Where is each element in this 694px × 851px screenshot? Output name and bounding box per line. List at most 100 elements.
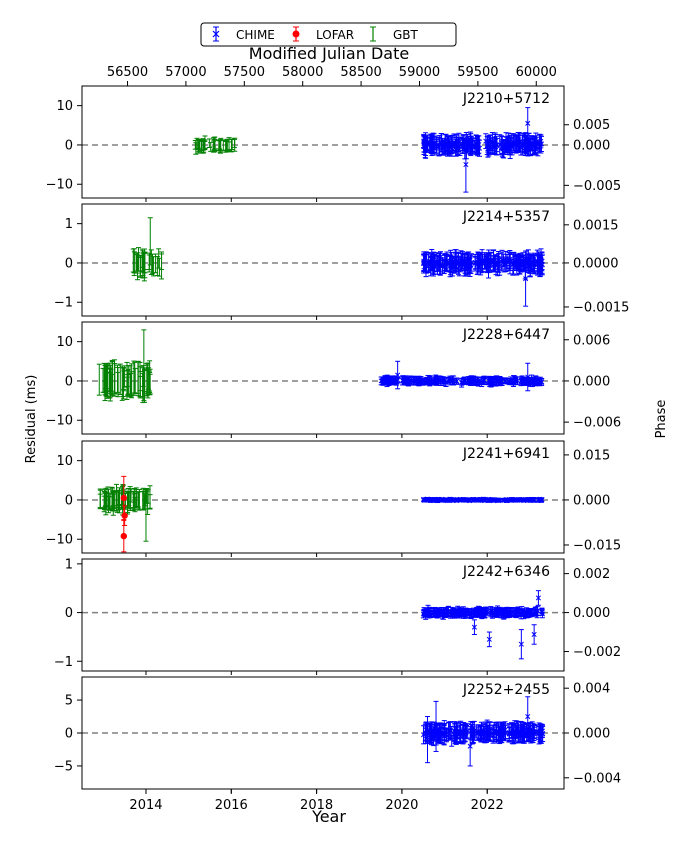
marker: [525, 120, 531, 126]
legend-label: LOFAR: [316, 28, 354, 42]
panel-data: [130, 217, 545, 307]
marker: [515, 139, 521, 145]
marker: [434, 143, 440, 149]
residual-tick-label: 0: [65, 256, 73, 271]
residual-tick-label: 10: [56, 335, 73, 350]
marker: [421, 140, 427, 147]
marker: [456, 263, 462, 269]
marker: [495, 262, 501, 268]
pulsar-name: J2210+5712: [462, 91, 550, 107]
panel-j2214p5357: 1 0 −1 0.0015 0.0000 −0.0015 J2214+5357: [54, 203, 629, 320]
marker: [475, 144, 481, 151]
marker: [510, 139, 516, 145]
marker: [527, 264, 533, 270]
gbt-point: [135, 360, 141, 397]
pulsar-name: J2228+6447: [462, 327, 550, 343]
marker: [456, 139, 462, 145]
chime-point: [452, 257, 458, 273]
chime-point: [468, 137, 474, 155]
gbt-point: [159, 251, 165, 280]
legend-box: [200, 22, 457, 47]
mjd-axis: 56500 57000 57500 58000 58500 59000 59500 60000: [107, 65, 557, 86]
marker: [463, 162, 469, 168]
pulsar-name: J2214+5357: [462, 209, 550, 225]
mjd-tick-label: 58500: [340, 65, 381, 80]
chime-point: [533, 132, 539, 154]
marker: [455, 261, 461, 267]
chime-point: [525, 107, 531, 140]
marker: [442, 260, 448, 266]
chime-point: [498, 135, 504, 151]
marker: [507, 142, 513, 148]
chime-point: [472, 256, 478, 270]
marker: [437, 142, 443, 148]
chime-point: [456, 132, 462, 153]
panel-j2228p6447: 10 0 −10 0.006 0.000 −0.006 J2228+6447: [46, 321, 621, 438]
residual-tick-label: −10: [46, 178, 73, 193]
phase-tick-label: 0.0000: [573, 256, 619, 271]
legend-item-gbt: GBT: [370, 26, 419, 42]
phase-tick-label: −0.0015: [573, 300, 629, 315]
residual-tick-label: 0: [65, 138, 73, 153]
gbt-point: [146, 254, 152, 273]
chime-point: [468, 253, 474, 272]
phase-tick-label: 0.005: [573, 118, 610, 133]
marker: [423, 258, 429, 265]
gbt-point: [232, 137, 238, 152]
marker: [491, 144, 497, 150]
chime-point: [487, 137, 493, 151]
mjd-tick-label: 58000: [282, 65, 323, 80]
chime-point: [421, 134, 427, 153]
marker: [468, 143, 474, 149]
chime-point: [475, 140, 481, 155]
panel-frame: [81, 85, 565, 199]
phase-tick-label: 0.0015: [573, 218, 619, 233]
gbt-point: [131, 360, 137, 396]
marker: [482, 259, 488, 265]
chime-point: [523, 250, 529, 307]
mjd-tick-label: 59000: [399, 65, 440, 80]
chime-point: [476, 252, 482, 272]
marker: [499, 259, 505, 265]
residual-tick-label: −1: [54, 296, 73, 311]
residual-tick-label: −10: [46, 414, 73, 429]
chime-point: [421, 253, 427, 274]
legend-item-lofar: LOFAR: [292, 26, 354, 42]
marker: [476, 259, 482, 265]
gbt-point: [115, 366, 121, 395]
marker: [454, 143, 460, 149]
chime-point: [463, 136, 469, 193]
marker: [507, 256, 513, 263]
chime-point: [445, 136, 451, 152]
gbt-point: [141, 252, 147, 274]
gbt-point: [147, 371, 153, 393]
chime-point: [483, 133, 489, 150]
chime-point: [507, 249, 513, 269]
chime-point: [501, 256, 507, 273]
chime-point: [442, 254, 448, 272]
legend: CHIME LOFAR GBT: [200, 22, 457, 47]
chime-point: [423, 251, 429, 272]
chime-point: [486, 249, 492, 271]
gbt-point: [211, 137, 217, 151]
gbt-point: [96, 363, 102, 396]
legend-marker: [292, 30, 300, 38]
gbt-point: [149, 253, 155, 275]
marker: [452, 262, 458, 268]
chime-point: [459, 253, 465, 271]
gbt-point: [223, 139, 229, 153]
gbt-point: [127, 365, 133, 398]
legend-item-chime: CHIME: [212, 26, 275, 42]
marker: [459, 259, 465, 265]
marker: [449, 260, 455, 266]
phase-tick-label: −0.005: [573, 179, 621, 194]
gbt-point: [110, 361, 116, 393]
legend-label: GBT: [393, 28, 419, 42]
chime-point: [449, 251, 455, 274]
phase-tick-label: −0.006: [573, 416, 621, 431]
chime-point: [495, 254, 501, 277]
chime-point: [426, 136, 432, 153]
chime-point: [506, 251, 512, 271]
